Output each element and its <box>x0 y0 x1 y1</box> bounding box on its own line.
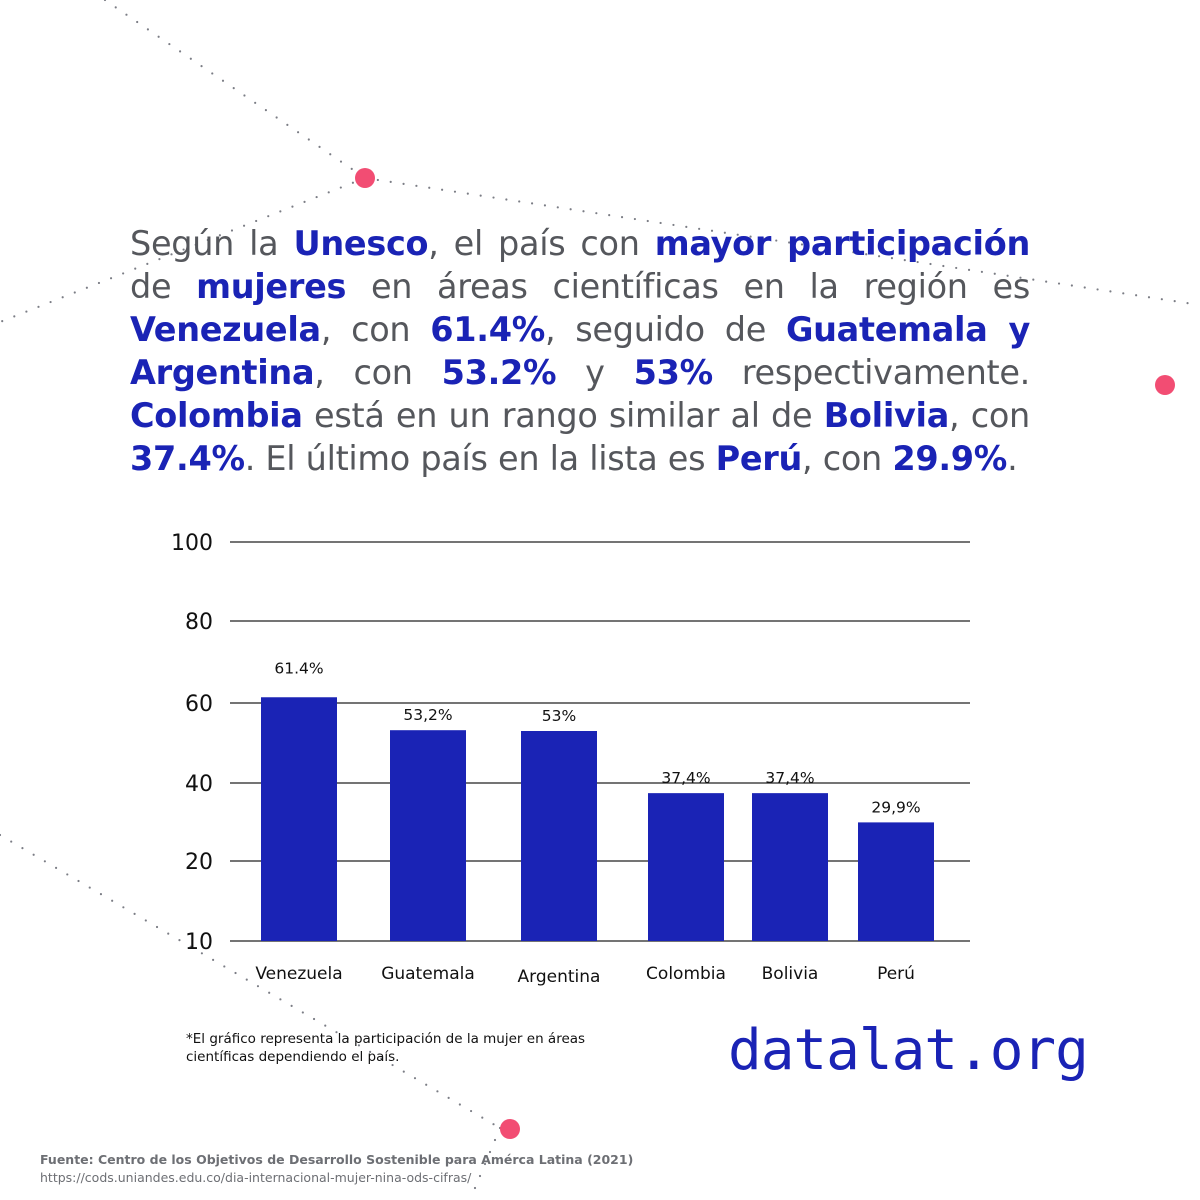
data-label: 61.4% <box>274 659 323 677</box>
intro-text: , con <box>949 396 1030 435</box>
chart-footnote: *El gráfico representa la participación … <box>186 1031 586 1065</box>
intro-text: y <box>556 353 634 392</box>
pink-dot <box>500 1119 520 1139</box>
data-label: 37,4% <box>661 769 710 787</box>
dotted-line <box>0 176 367 324</box>
intro-text: , seguido de <box>545 310 786 349</box>
intro-highlight: 61.4% <box>430 310 546 349</box>
brand-logo[interactable]: datalat.org <box>728 1018 1089 1083</box>
intro-highlight: 37.4% <box>130 439 245 478</box>
y-tick-label: 20 <box>185 850 213 875</box>
intro-text: , con <box>320 310 431 349</box>
bar-bolivia[interactable] <box>752 793 828 941</box>
intro-highlight: Bolivia <box>823 396 950 435</box>
intro-highlight: 53% <box>633 353 714 392</box>
bar-perú[interactable] <box>858 822 934 941</box>
source-title: Fuente: Centro de los Objetivos de Desar… <box>40 1152 634 1167</box>
intro-text: . <box>1007 439 1018 478</box>
x-category-label: Colombia <box>646 964 726 984</box>
intro-text: . El último país en la lista es <box>244 439 716 478</box>
intro-text: está en un rango similar al de <box>302 396 824 435</box>
y-tick-label: 40 <box>185 772 213 797</box>
pink-dot <box>1155 375 1175 395</box>
intro-highlight: mayor participación <box>654 224 1031 263</box>
bar-venezuela[interactable] <box>261 697 337 941</box>
data-label: 53,2% <box>403 706 452 724</box>
x-category-label: Perú <box>877 964 915 984</box>
intro-text: respectivamente. <box>712 353 1031 392</box>
intro-highlight: Colombia <box>130 396 303 435</box>
intro-highlight: Unesco <box>293 224 429 263</box>
y-tick-label: 10 <box>185 930 213 955</box>
intro-highlight: 29.9% <box>892 439 1008 478</box>
bar-argentina[interactable] <box>521 731 597 941</box>
intro-text: , con <box>314 353 442 392</box>
intro-text: , con <box>802 439 893 478</box>
dotted-line <box>468 1126 502 1200</box>
y-tick-label: 60 <box>185 692 213 717</box>
x-category-label: Bolivia <box>762 964 819 984</box>
intro-paragraph: Según la Unesco, el país con mayor parti… <box>130 222 1030 480</box>
source-url[interactable]: https://cods.uniandes.edu.co/dia-interna… <box>40 1170 472 1185</box>
intro-text: , el país con <box>428 224 655 263</box>
bar-colombia[interactable] <box>648 793 724 941</box>
y-tick-label: 100 <box>171 531 213 556</box>
bar-guatemala[interactable] <box>390 730 466 941</box>
x-category-label: Guatemala <box>381 964 475 984</box>
intro-highlight: Perú <box>715 439 803 478</box>
data-label: 53% <box>542 707 576 725</box>
intro-highlight: Venezuela <box>130 310 321 349</box>
source-citation: Fuente: Centro de los Objetivos de Desar… <box>40 1151 633 1187</box>
x-category-label: Argentina <box>518 967 601 987</box>
dotted-line <box>103 0 367 180</box>
intro-highlight: 53.2% <box>441 353 557 392</box>
data-label: 37,4% <box>765 769 814 787</box>
intro-text: de <box>130 267 197 306</box>
intro-highlight: mujeres <box>196 267 347 306</box>
y-tick-label: 80 <box>185 610 213 635</box>
data-label: 29,9% <box>871 798 920 816</box>
x-category-label: Venezuela <box>255 964 342 984</box>
intro-highlight: Guatemala y Argentina <box>130 310 1030 392</box>
intro-text: en áreas científicas en la región es <box>346 267 1030 306</box>
pink-dot <box>355 168 375 188</box>
intro-text: Según la <box>130 224 294 263</box>
